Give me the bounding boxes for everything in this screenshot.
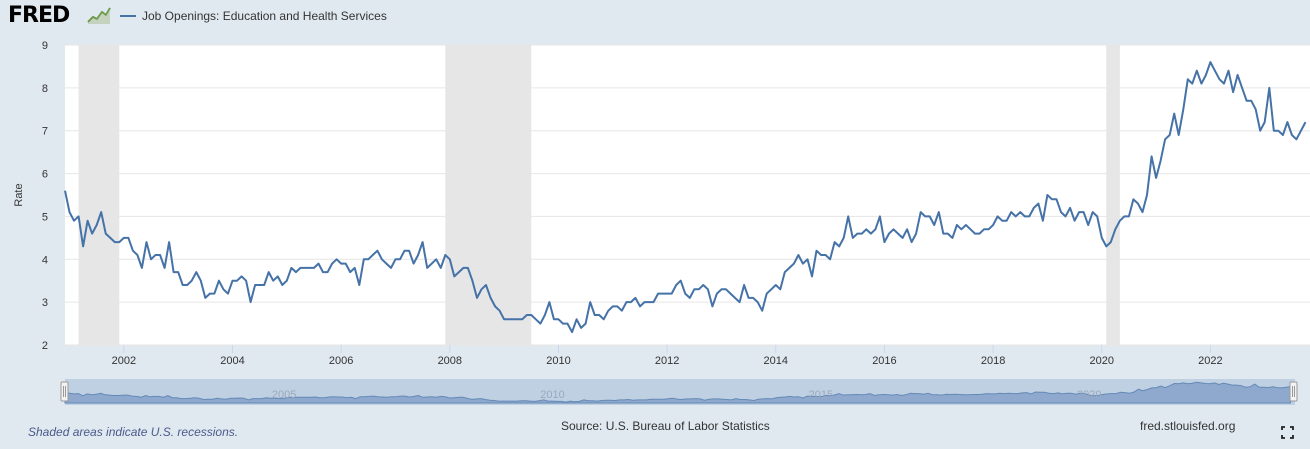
- source-credit: Source: U.S. Bureau of Labor Statistics: [561, 419, 770, 433]
- x-tick-label-2018: 2018: [981, 355, 1005, 367]
- navigator-label-2020: 2020: [1077, 389, 1101, 401]
- recession-shading: [78, 45, 1120, 345]
- navigator-label-2010: 2010: [540, 389, 564, 401]
- x-tick-label-2014: 2014: [764, 355, 788, 367]
- y-tick-label-2: 2: [42, 340, 48, 352]
- series-line-job-openings[interactable]: [64, 61, 1307, 334]
- x-tick-label-2012: 2012: [655, 355, 679, 367]
- y-tick-label-3: 3: [42, 297, 48, 309]
- fullscreen-icon[interactable]: [1281, 426, 1294, 439]
- y-axis-label: Rate: [13, 183, 25, 206]
- line-chart-icon: [87, 6, 111, 24]
- x-tick-label-2010: 2010: [546, 355, 570, 367]
- chart-header: FRED Job Openings: Education and Health …: [0, 0, 1310, 34]
- recession-note: Shaded areas indicate U.S. recessions.: [28, 425, 239, 439]
- navigator-labels: 2005 2010 2015 2020: [272, 389, 1102, 401]
- y-tick-label-4: 4: [42, 254, 48, 266]
- fred-url[interactable]: fred.stlouisfed.org: [1140, 419, 1236, 433]
- navigator-handle-right[interactable]: [1289, 381, 1298, 402]
- navigator-series-area: [64, 381, 1291, 404]
- x-tick-label-2002: 2002: [112, 355, 136, 367]
- navigator-handle-left[interactable]: [60, 381, 69, 402]
- x-tick-label-2016: 2016: [872, 355, 896, 367]
- x-tick-label-2006: 2006: [329, 355, 353, 367]
- grid-lines: [65, 44, 1310, 346]
- navigator-label-2015: 2015: [809, 389, 833, 401]
- navigator-label-2005: 2005: [272, 389, 296, 401]
- fred-logo[interactable]: FRED: [8, 3, 70, 28]
- y-tick-label-9: 9: [42, 40, 48, 52]
- x-tick-label-2004: 2004: [220, 355, 244, 367]
- legend-label: Job Openings: Education and Health Servi…: [142, 9, 387, 23]
- y-tick-label-6: 6: [42, 169, 48, 181]
- recession-band-0: [78, 45, 120, 345]
- y-tick-label-8: 8: [42, 83, 48, 95]
- recession-band-1: [445, 45, 532, 345]
- recession-band-2: [1106, 45, 1120, 345]
- legend-swatch: [120, 15, 136, 17]
- x-tick-label-2020: 2020: [1090, 355, 1114, 367]
- y-tick-label-7: 7: [42, 126, 48, 138]
- y-axis-ticks: 2 3 4 5 6 7 8 9: [42, 40, 48, 352]
- x-tick-label-2022: 2022: [1198, 355, 1222, 367]
- x-tick-label-2008: 2008: [438, 355, 462, 367]
- y-tick-label-5: 5: [42, 211, 48, 223]
- x-axis-ticks: 2002 2004 2006 2008 2010 2012 2014 2016 2018 2020…: [112, 345, 1223, 367]
- chart-legend[interactable]: Job Openings: Education and Health Servi…: [120, 9, 387, 23]
